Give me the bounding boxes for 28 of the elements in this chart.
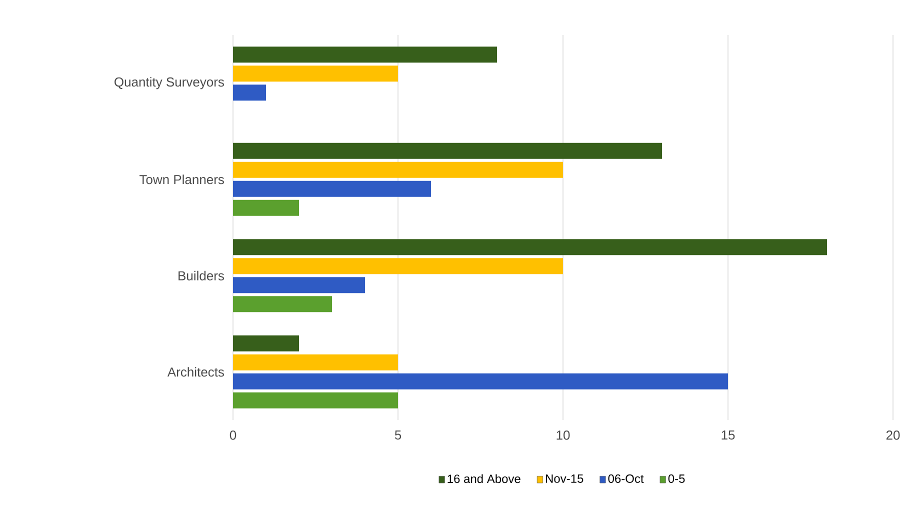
bar: [233, 239, 828, 256]
bar: [233, 296, 332, 312]
bar: [233, 258, 564, 274]
bar: [233, 162, 564, 178]
legend-label: 06-Oct: [608, 474, 644, 483]
bar: [233, 277, 366, 294]
legend-label: 16 and Above: [448, 474, 520, 484]
x-tick-label: 0: [230, 430, 236, 440]
y-tick-label: Town Planners: [140, 174, 224, 184]
bar: [233, 180, 432, 197]
legend-label: 0-5: [668, 474, 685, 483]
y-tick-label: Builders: [178, 270, 224, 280]
bar: [233, 84, 266, 101]
bar: [233, 200, 300, 216]
bar: [233, 335, 300, 352]
bar: [233, 354, 398, 370]
bar: [233, 373, 728, 390]
bar: [233, 392, 398, 408]
x-tick-label: 5: [394, 430, 402, 440]
x-tick-label: 10: [556, 430, 570, 440]
y-tick-label: Architects: [167, 367, 224, 377]
x-tick-label: 20: [886, 430, 900, 440]
legend-label: Nov-15: [546, 474, 584, 483]
bar: [233, 46, 498, 63]
bar: [233, 142, 662, 159]
y-tick-label: Quantity Surveyors: [114, 77, 224, 90]
x-tick-label: 15: [722, 430, 735, 440]
bar: [233, 66, 398, 82]
